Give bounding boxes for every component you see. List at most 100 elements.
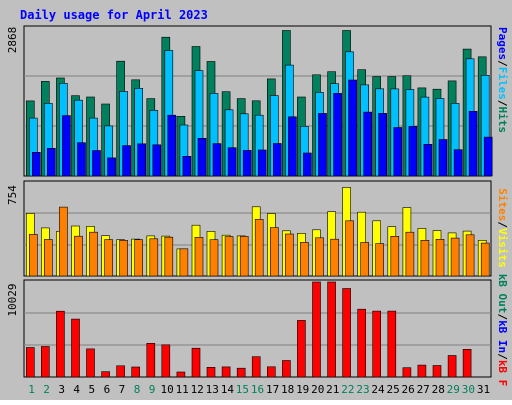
bar-sites [209,239,219,277]
bar-kb-f [432,365,442,378]
bar-pages [318,113,327,177]
bar-pages [31,152,41,177]
bar-sites [194,237,204,277]
bar-pages [438,139,448,177]
bar-pages [92,150,101,177]
x-tick-label: 20 [311,383,324,396]
bar-sites [405,231,415,277]
x-tick-label: 12 [191,383,204,396]
x-tick-label: 14 [221,383,235,396]
x-tick-label: 21 [326,383,339,396]
bar-pages [468,111,478,177]
bar-kb-f [221,366,231,378]
bar-pages [257,149,267,177]
bar-sites [480,242,490,277]
bar-sites [435,239,445,277]
bar-kb-f [71,318,80,378]
bar-pages [408,126,418,177]
bar-sites [28,234,38,277]
x-tick-label: 31 [477,383,490,396]
x-tick-label: 19 [296,383,309,396]
x-tick-label: 13 [206,383,219,396]
bar-pages [197,138,207,177]
legend-entry: / [496,313,509,320]
bar-sites [390,236,400,277]
x-tick-label: 2 [43,383,50,396]
bar-kb-f [282,360,291,378]
x-tick-label: 15 [236,383,249,396]
x-tick-label: 6 [104,383,111,396]
bar-kb-f [146,342,156,378]
bar-pages [107,157,116,177]
bar-pages [167,114,177,177]
bar-sites [59,206,68,277]
bar-pages [363,111,373,177]
legend-entry: Sites [496,188,509,221]
bar-sites [224,236,234,277]
x-tick-label: 26 [401,383,414,396]
bar-pages [212,143,222,177]
bar-sites [89,231,98,277]
x-tick-label: 4 [73,383,80,396]
bar-pages [137,143,146,177]
legend-entry: / [496,60,509,67]
bar-sites [465,234,475,277]
bar-kb-f [417,364,427,378]
x-tick-label: 27 [417,383,430,396]
bar-sites [119,240,128,277]
legend-entry: Pages [496,27,509,60]
bar-pages [423,144,433,177]
bar-pages [333,93,342,177]
x-tick-label: 9 [149,383,156,396]
x-tick-label: 23 [356,383,369,396]
bar-pages [122,145,131,177]
legend-middle: Sites/Visits [496,188,509,268]
bar-kb-f [161,344,171,378]
bar-pages [77,142,86,177]
bar-sites [330,238,339,277]
bar-sites [315,237,324,277]
bar-kb-f [342,288,351,378]
y-max-label: 754 [6,185,19,205]
bar-pages [378,113,388,177]
x-tick-label: 8 [134,383,141,396]
legend-entry: / [496,353,509,360]
bar-pages [46,148,56,177]
x-tick-label: 7 [119,383,126,396]
x-tick-label: 28 [432,383,445,396]
x-tick-label: 25 [386,383,399,396]
bar-kb-f [176,371,186,378]
bar-sites [450,237,460,277]
legend-entry: kB Out [496,274,509,314]
legend-entry: / [496,100,509,107]
bar-pages [303,152,312,177]
bar-kb-f [236,367,246,378]
bar-sites [285,233,294,277]
bar-kb-f [387,310,397,378]
bar-kb-f [101,371,110,378]
bar-sites [134,239,143,277]
bar-sites [164,236,174,277]
x-tick-label: 30 [462,383,475,396]
x-tick-label: 17 [266,383,279,396]
legend-entry: Visits [496,228,509,268]
bar-kb-f [372,310,382,378]
bar-kb-f [40,346,50,378]
bar-sites [300,242,309,277]
bar-pages [227,147,237,177]
bar-kb-f [25,347,35,378]
x-tick-label: 3 [58,383,65,396]
bar-pages [182,156,192,177]
bar-pages [62,115,71,177]
bar-kb-f [266,366,276,378]
x-tick-label: 11 [176,383,189,396]
bar-pages [152,144,162,177]
x-tick-label: 22 [341,383,354,396]
legend-entry: kB F [496,360,509,387]
bar-kb-f [402,367,412,378]
bar-kb-f [56,310,65,378]
x-tick-label: 10 [160,383,173,396]
bar-pages [272,143,282,177]
bar-pages [348,79,357,177]
